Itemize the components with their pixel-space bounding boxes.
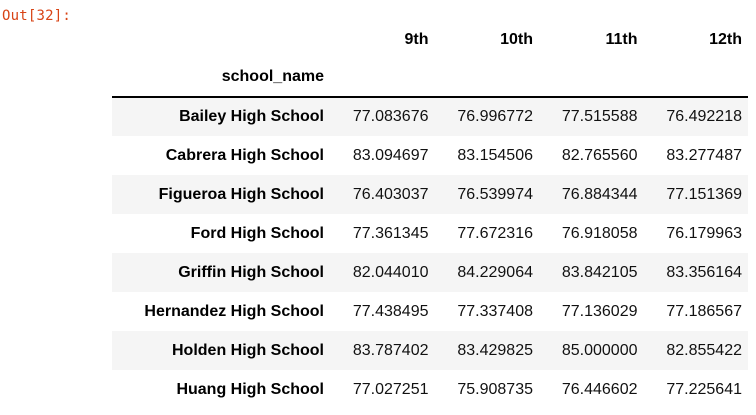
table-cell: 77.438495 [352, 302, 429, 320]
column-header-11th: 11th [605, 30, 638, 48]
table-body: Bailey High School 77.083676 76.996772 7… [112, 97, 748, 409]
index-name-spacer [434, 57, 539, 98]
table-row: Huang High School 77.027251 75.908735 76… [112, 370, 748, 409]
table-row: Bailey High School 77.083676 76.996772 7… [112, 97, 748, 136]
row-index-label: Griffin High School [178, 263, 324, 281]
table-cell: 77.515588 [561, 108, 638, 125]
table-cell: 77.083676 [352, 108, 429, 125]
table-cell: 77.672316 [457, 224, 533, 242]
table-cell: 77.186567 [666, 302, 742, 320]
table-cell: 83.154506 [457, 146, 533, 164]
table-cell: 83.842105 [561, 263, 638, 281]
row-index-label: Holden High School [172, 341, 324, 359]
table-cell: 82.855422 [666, 341, 742, 359]
table-cell: 77.337408 [457, 302, 533, 320]
table-cell: 83.356164 [666, 263, 742, 281]
column-header-12th: 12th [709, 30, 742, 48]
table-cell: 76.996772 [457, 108, 533, 125]
index-name-spacer [539, 57, 644, 98]
table-cell: 76.446602 [561, 380, 638, 398]
header-corner [112, 22, 330, 57]
table-cell: 76.539974 [457, 185, 533, 203]
table-cell: 85.000000 [561, 341, 638, 359]
table-cell: 77.136029 [561, 302, 638, 320]
table-cell: 77.027251 [352, 380, 429, 398]
table-cell: 83.429825 [457, 341, 533, 359]
table-cell: 75.908735 [457, 380, 533, 398]
index-name-row: school_name [112, 57, 748, 98]
table-cell: 76.179963 [666, 224, 742, 242]
table-cell: 76.403037 [352, 185, 429, 203]
table-cell: 76.492218 [666, 108, 742, 125]
table-cell: 83.094697 [352, 146, 429, 164]
index-name-spacer [330, 57, 435, 98]
table-cell: 83.787402 [352, 341, 429, 359]
column-header-row: 9th 10th 11th 12th [112, 22, 748, 57]
table-row: Griffin High School 82.044010 84.229064 … [112, 253, 748, 292]
table-cell: 82.044010 [352, 263, 429, 281]
row-index-label: Bailey High School [179, 108, 324, 125]
column-header-9th: 9th [404, 30, 429, 48]
index-name-spacer [643, 57, 748, 98]
table-cell: 83.277487 [666, 146, 742, 164]
row-index-label: Huang High School [176, 380, 324, 398]
table-row: Hernandez High School 77.438495 77.33740… [112, 292, 748, 331]
table-cell: 77.361345 [352, 224, 429, 242]
table-cell: 84.229064 [457, 263, 533, 281]
table-row: Figueroa High School 76.403037 76.539974… [112, 175, 748, 214]
table-cell: 77.151369 [666, 185, 742, 203]
table-cell: 82.765560 [561, 146, 638, 164]
dataframe-table: 9th 10th 11th 12th school_name Bailey Hi… [112, 22, 748, 409]
output-prompt: Out[32]: [2, 8, 72, 24]
column-header-10th: 10th [500, 30, 533, 48]
table-header: 9th 10th 11th 12th school_name [112, 22, 748, 98]
index-name-header: school_name [112, 57, 330, 98]
table-row: Holden High School 83.787402 83.429825 8… [112, 331, 748, 370]
dataframe-output: 9th 10th 11th 12th school_name Bailey Hi… [112, 22, 748, 409]
table-cell: 76.918058 [561, 224, 638, 242]
row-index-label: Figueroa High School [158, 185, 324, 203]
table-row: Ford High School 77.361345 77.672316 76.… [112, 214, 748, 253]
table-cell: 76.884344 [561, 185, 638, 203]
row-index-label: Cabrera High School [165, 146, 324, 164]
row-index-label: Hernandez High School [144, 302, 324, 320]
row-index-label: Ford High School [190, 224, 324, 242]
table-cell: 77.225641 [666, 380, 742, 398]
table-row: Cabrera High School 83.094697 83.154506 … [112, 136, 748, 175]
